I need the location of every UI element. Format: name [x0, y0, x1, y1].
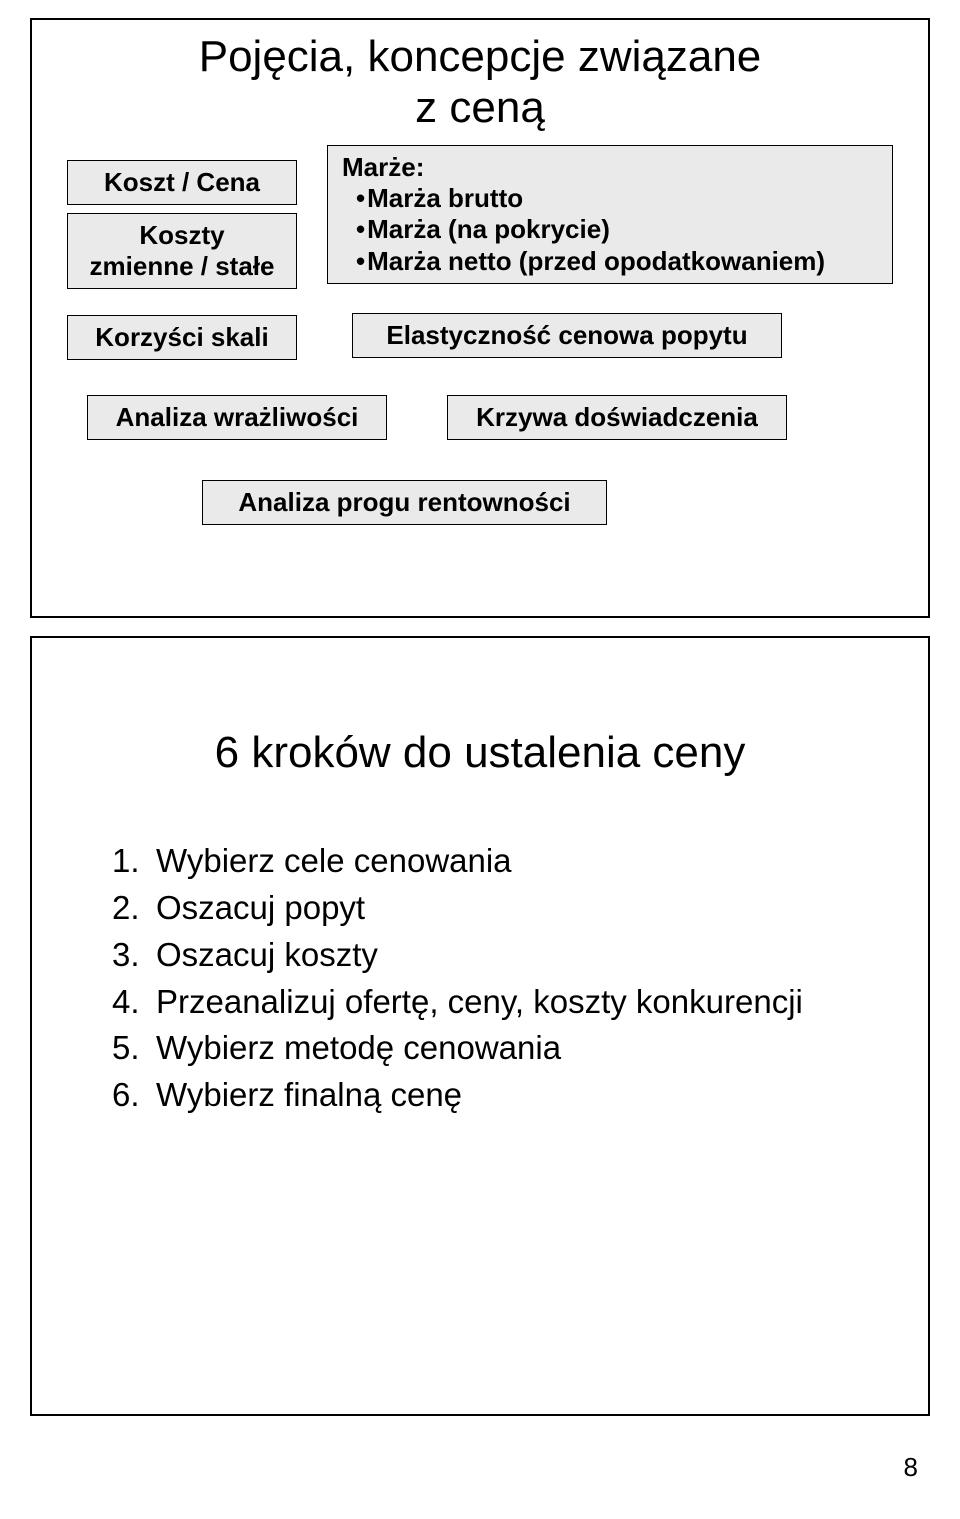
- step-num-1: 1.: [112, 838, 156, 885]
- step-text-2: Oszacuj popyt: [156, 885, 868, 932]
- step-num-3: 3.: [112, 932, 156, 979]
- step-text-1: Wybierz cele cenowania: [156, 838, 868, 885]
- box-koszty-line1: Koszty: [139, 220, 224, 250]
- step-row: 2. Oszacuj popyt: [112, 885, 868, 932]
- box-koszty-line2: zmienne / stałe: [90, 251, 275, 281]
- step-num-6: 6.: [112, 1072, 156, 1119]
- box-marze: Marże: Marża brutto Marża (na pokrycie) …: [327, 145, 893, 284]
- box-koszt-cena-text: Koszt / Cena: [104, 167, 260, 197]
- step-text-6: Wybierz finalną cenę: [156, 1072, 868, 1119]
- box-korzysci-text: Korzyści skali: [95, 322, 268, 352]
- step-num-4: 4.: [112, 979, 156, 1026]
- step-num-5: 5.: [112, 1025, 156, 1072]
- box-marze-bullet-2: Marża (na pokrycie): [342, 214, 882, 245]
- box-krzywa-text: Krzywa doświadczenia: [476, 402, 758, 432]
- slide1-title: Pojęcia, koncepcje związane z ceną: [32, 32, 928, 133]
- step-row: 3. Oszacuj koszty: [112, 932, 868, 979]
- slide-2: 6 kroków do ustalenia ceny 1. Wybierz ce…: [30, 636, 930, 1416]
- step-row: 6. Wybierz finalną cenę: [112, 1072, 868, 1119]
- page-number: 8: [904, 1452, 918, 1483]
- step-row: 1. Wybierz cele cenowania: [112, 838, 868, 885]
- slide-1: Pojęcia, koncepcje związane z ceną Koszt…: [30, 18, 930, 618]
- box-krzywa-doswiadczenia: Krzywa doświadczenia: [447, 395, 787, 440]
- step-num-2: 2.: [112, 885, 156, 932]
- slide1-title-line2: z ceną: [415, 83, 545, 132]
- box-marze-bullet-1: Marża brutto: [342, 183, 882, 214]
- box-marze-label: Marże:: [342, 152, 882, 183]
- box-koszty-zmienne-stale: Koszty zmienne / stałe: [67, 213, 297, 289]
- step-text-5: Wybierz metodę cenowania: [156, 1025, 868, 1072]
- slide1-title-line1: Pojęcia, koncepcje związane: [199, 32, 762, 81]
- box-analiza-progu-text: Analiza progu rentowności: [238, 487, 570, 517]
- steps-list: 1. Wybierz cele cenowania 2. Oszacuj pop…: [112, 838, 868, 1119]
- slide2-title: 6 kroków do ustalenia ceny: [32, 728, 928, 778]
- step-text-3: Oszacuj koszty: [156, 932, 868, 979]
- box-analiza-progu: Analiza progu rentowności: [202, 480, 607, 525]
- box-analiza-wraz-text: Analiza wrażliwości: [116, 402, 359, 432]
- box-marze-bullet-3: Marża netto (przed opodatkowaniem): [342, 246, 882, 277]
- box-analiza-wrazliwosci: Analiza wrażliwości: [87, 395, 387, 440]
- box-koszt-cena: Koszt / Cena: [67, 160, 297, 205]
- box-elastycznosc-text: Elastyczność cenowa popytu: [386, 320, 747, 350]
- box-elastycznosc: Elastyczność cenowa popytu: [352, 313, 782, 358]
- box-korzysci-skali: Korzyści skali: [67, 315, 297, 360]
- step-row: 5. Wybierz metodę cenowania: [112, 1025, 868, 1072]
- step-row: 4. Przeanalizuj ofertę, ceny, koszty kon…: [112, 979, 868, 1026]
- step-text-4: Przeanalizuj ofertę, ceny, koszty konkur…: [156, 979, 868, 1026]
